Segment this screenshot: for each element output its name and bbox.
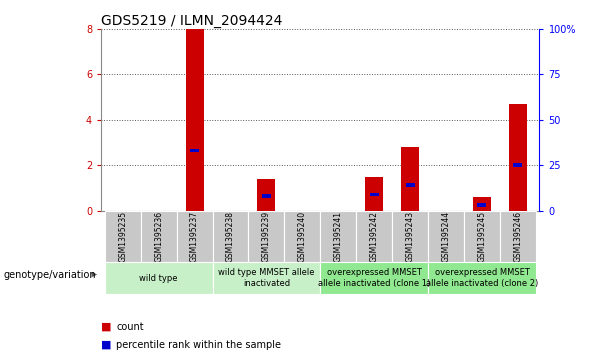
Bar: [428, 262, 536, 294]
Bar: [356, 211, 392, 262]
Text: percentile rank within the sample: percentile rank within the sample: [116, 340, 281, 350]
Bar: [428, 211, 464, 262]
Text: GSM1395243: GSM1395243: [406, 211, 414, 262]
Bar: [321, 262, 428, 294]
Text: GSM1395242: GSM1395242: [370, 211, 379, 262]
Bar: [473, 197, 491, 211]
Bar: [365, 176, 383, 211]
Text: GSM1395244: GSM1395244: [441, 211, 451, 262]
Bar: [514, 163, 522, 167]
Text: wild type MMSET allele
inactivated: wild type MMSET allele inactivated: [218, 269, 314, 288]
Text: ■: ■: [101, 322, 112, 332]
Bar: [213, 211, 248, 262]
Text: GSM1395239: GSM1395239: [262, 211, 271, 262]
Text: overexpressed MMSET
allele inactivated (clone 1): overexpressed MMSET allele inactivated (…: [318, 269, 430, 288]
Bar: [248, 211, 284, 262]
Bar: [370, 192, 379, 196]
Bar: [257, 179, 275, 211]
Text: GSM1395237: GSM1395237: [190, 211, 199, 262]
Text: GSM1395246: GSM1395246: [513, 211, 522, 262]
Text: genotype/variation: genotype/variation: [3, 270, 96, 280]
Bar: [105, 262, 213, 294]
Text: ■: ■: [101, 340, 112, 350]
Bar: [186, 29, 204, 211]
Bar: [500, 211, 536, 262]
Bar: [509, 104, 527, 211]
Bar: [284, 211, 321, 262]
Text: overexpressed MMSET
allele inactivated (clone 2): overexpressed MMSET allele inactivated (…: [426, 269, 538, 288]
Text: GDS5219 / ILMN_2094424: GDS5219 / ILMN_2094424: [101, 14, 283, 28]
Bar: [478, 203, 487, 207]
Bar: [321, 211, 356, 262]
Bar: [140, 211, 177, 262]
Bar: [177, 211, 213, 262]
Text: GSM1395245: GSM1395245: [478, 211, 487, 262]
Text: GSM1395240: GSM1395240: [298, 211, 307, 262]
Bar: [213, 262, 321, 294]
Bar: [262, 194, 271, 198]
Text: GSM1395235: GSM1395235: [118, 211, 128, 262]
Text: count: count: [116, 322, 144, 332]
Bar: [392, 211, 428, 262]
Text: GSM1395238: GSM1395238: [226, 211, 235, 262]
Bar: [190, 149, 199, 152]
Text: GSM1395241: GSM1395241: [333, 211, 343, 262]
Bar: [406, 183, 414, 187]
Text: wild type: wild type: [139, 274, 178, 283]
Text: GSM1395236: GSM1395236: [154, 211, 163, 262]
Bar: [401, 147, 419, 211]
Bar: [105, 211, 140, 262]
Bar: [464, 211, 500, 262]
